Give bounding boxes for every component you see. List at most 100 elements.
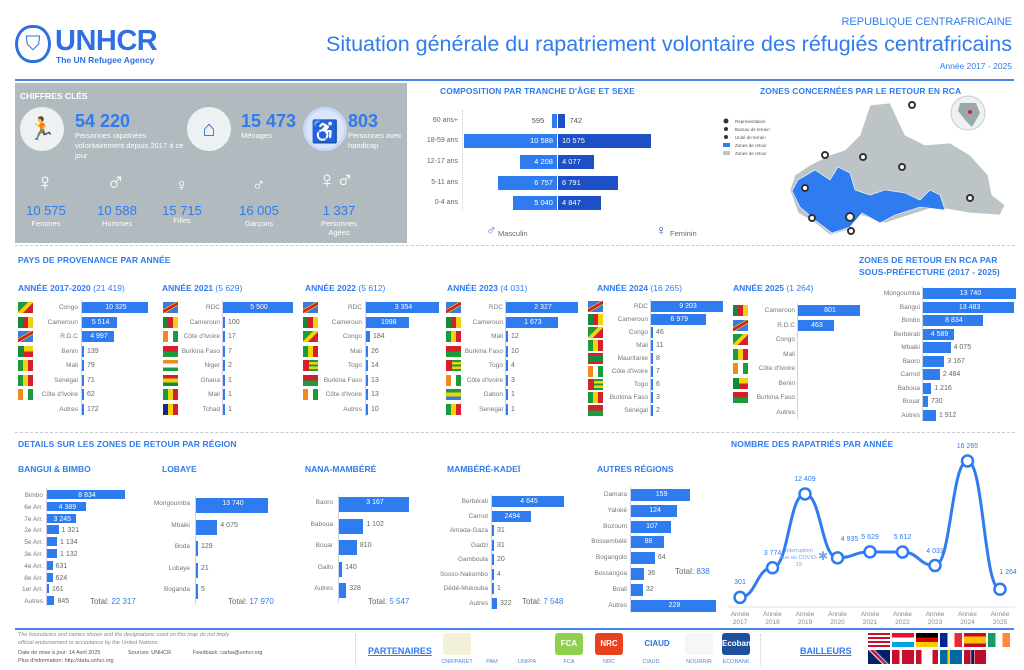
bar[interactable]	[923, 288, 1016, 299]
bar[interactable]	[631, 504, 678, 517]
female-bar[interactable]: 6 791	[558, 176, 618, 190]
bar[interactable]	[923, 409, 936, 421]
bar[interactable]	[196, 562, 198, 578]
return-zones-map[interactable]	[720, 95, 1020, 240]
bar[interactable]	[47, 560, 53, 570]
data-point[interactable]	[830, 551, 845, 565]
office-marker[interactable]	[847, 227, 855, 235]
bar[interactable]	[82, 302, 148, 313]
bar[interactable]	[651, 405, 653, 416]
bar[interactable]	[651, 392, 653, 403]
bar[interactable]	[492, 539, 494, 551]
bar[interactable]	[223, 316, 225, 328]
bar[interactable]	[82, 316, 118, 328]
bar[interactable]	[506, 302, 578, 313]
bar[interactable]	[47, 525, 59, 535]
female-bar[interactable]: 10 575	[558, 134, 651, 148]
bar[interactable]	[366, 360, 368, 371]
bar[interactable]	[47, 584, 49, 594]
bar[interactable]	[82, 389, 84, 400]
bar[interactable]	[339, 561, 343, 577]
bar[interactable]	[631, 552, 655, 565]
bar[interactable]	[223, 403, 225, 415]
office-marker[interactable]	[821, 151, 829, 159]
bar[interactable]	[339, 518, 364, 534]
bar[interactable]	[366, 316, 410, 328]
bar[interactable]	[196, 541, 198, 556]
bar[interactable]	[492, 583, 494, 594]
bar[interactable]	[366, 331, 370, 342]
data-point[interactable]	[993, 582, 1007, 596]
data-point[interactable]	[798, 487, 812, 501]
bar[interactable]	[506, 403, 508, 415]
bar[interactable]	[47, 596, 55, 606]
data-point[interactable]	[863, 545, 877, 559]
bar[interactable]	[506, 374, 508, 386]
bar[interactable]	[923, 396, 928, 407]
data-point[interactable]	[895, 545, 910, 559]
bar[interactable]	[631, 536, 664, 549]
bar[interactable]	[196, 584, 198, 599]
bar[interactable]	[651, 301, 723, 312]
bar[interactable]	[492, 525, 494, 536]
bar[interactable]	[651, 314, 706, 325]
bar[interactable]	[631, 520, 671, 533]
bar[interactable]	[47, 490, 125, 499]
bar[interactable]	[651, 379, 653, 390]
bar[interactable]	[47, 572, 53, 582]
bar[interactable]	[923, 328, 955, 340]
female-bar[interactable]: 4 847	[558, 196, 601, 210]
bar[interactable]	[223, 389, 225, 400]
bar[interactable]	[223, 360, 225, 371]
bar[interactable]	[339, 497, 409, 512]
male-bar[interactable]: 4 208	[520, 155, 557, 169]
bar[interactable]	[631, 568, 645, 580]
bar[interactable]	[506, 360, 508, 371]
bar[interactable]	[506, 389, 508, 400]
bar[interactable]	[923, 369, 940, 380]
bar[interactable]	[82, 403, 84, 415]
bar[interactable]	[223, 302, 293, 313]
bar[interactable]	[923, 382, 932, 394]
bar[interactable]	[82, 331, 114, 342]
female-bar[interactable]: 4 077	[558, 155, 594, 169]
bar[interactable]	[492, 496, 564, 507]
bar[interactable]	[339, 540, 357, 555]
bar[interactable]	[506, 331, 508, 342]
bar[interactable]	[631, 489, 691, 501]
office-marker[interactable]	[808, 214, 816, 222]
bar[interactable]	[631, 599, 716, 612]
bar[interactable]	[47, 513, 76, 523]
bar[interactable]	[492, 510, 531, 522]
office-marker[interactable]	[859, 153, 867, 161]
office-marker[interactable]	[898, 163, 906, 171]
bar[interactable]	[366, 302, 439, 313]
bar[interactable]	[798, 319, 834, 331]
bar[interactable]	[223, 345, 225, 357]
bar[interactable]	[923, 355, 945, 367]
office-marker[interactable]	[908, 101, 916, 109]
bar[interactable]	[651, 327, 653, 338]
bar[interactable]	[506, 345, 508, 357]
bar[interactable]	[492, 554, 494, 565]
bar[interactable]	[651, 366, 653, 377]
bar[interactable]	[196, 498, 268, 513]
data-point[interactable]	[928, 558, 942, 573]
data-point[interactable]	[960, 454, 975, 468]
male-bar[interactable]	[551, 114, 557, 128]
bar[interactable]	[798, 305, 860, 316]
bar[interactable]	[47, 549, 57, 558]
male-bar[interactable]: 5 040	[512, 196, 557, 210]
bar[interactable]	[366, 345, 368, 357]
info-link[interactable]: Plus d'information: http://data.unhcr.or…	[18, 658, 114, 664]
bar[interactable]	[196, 519, 218, 535]
bar[interactable]	[223, 331, 225, 342]
bar[interactable]	[339, 583, 347, 598]
bar[interactable]	[923, 301, 1015, 313]
bar[interactable]	[82, 360, 84, 371]
office-marker[interactable]	[966, 194, 974, 202]
bar[interactable]	[366, 389, 368, 400]
bar[interactable]	[366, 374, 368, 386]
bar[interactable]	[82, 374, 84, 386]
bar[interactable]	[492, 597, 497, 609]
